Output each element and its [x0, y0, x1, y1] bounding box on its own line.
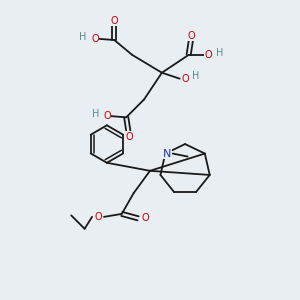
Text: H: H — [216, 48, 224, 59]
Text: O: O — [142, 213, 149, 224]
Text: O: O — [103, 111, 111, 121]
Text: O: O — [182, 74, 190, 84]
Text: H: H — [92, 109, 99, 119]
Text: H: H — [80, 32, 87, 42]
Text: O: O — [204, 50, 212, 60]
Text: O: O — [91, 34, 99, 44]
Text: H: H — [192, 71, 200, 81]
Text: N: N — [163, 148, 171, 159]
Text: O: O — [125, 132, 133, 142]
Text: O: O — [94, 212, 102, 222]
Text: O: O — [188, 31, 195, 40]
Text: O: O — [110, 16, 118, 26]
